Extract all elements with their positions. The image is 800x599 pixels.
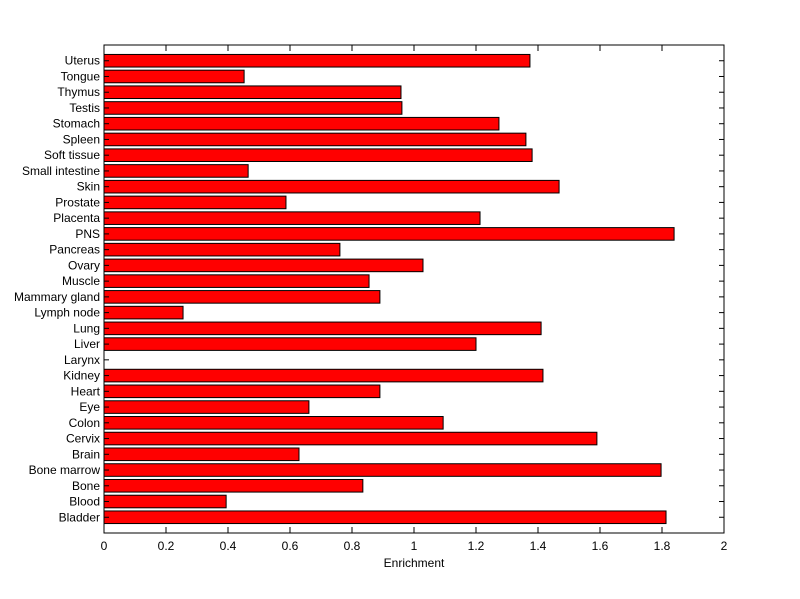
y-tick-label: Stomach: [53, 117, 100, 131]
bar-mammary-gland: [103, 290, 381, 304]
bar-lung: [103, 321, 542, 336]
y-tick-label: Uterus: [65, 54, 100, 68]
bar-brain: [103, 447, 300, 462]
bar-uterus: [103, 53, 531, 68]
y-tick-label: Soft tissue: [44, 148, 100, 162]
x-tick-label: 0.4: [220, 539, 237, 553]
bar-eye: [103, 400, 310, 414]
bar-stomach: [103, 116, 500, 131]
y-tick-label: Blood: [69, 495, 100, 509]
bar-thymus: [103, 85, 402, 100]
x-tick-label: 1.6: [592, 539, 609, 553]
x-tick-label: 1: [411, 539, 418, 553]
x-tick-label: 1.8: [654, 539, 671, 553]
y-tick-label: Small intestine: [22, 164, 100, 178]
y-tick-label: Kidney: [63, 369, 100, 383]
y-tick-label: Muscle: [62, 274, 100, 288]
y-tick-label: Ovary: [68, 258, 100, 272]
bar-prostate: [103, 195, 287, 210]
bar-ovary: [103, 258, 424, 273]
x-tick-label: 1.4: [530, 539, 547, 553]
bar-kidney: [103, 368, 544, 383]
bar-bone-marrow: [103, 463, 662, 477]
bar-cervix: [103, 431, 598, 446]
y-tick-label: Pancreas: [49, 243, 100, 257]
x-axis-label: Enrichment: [384, 556, 445, 570]
x-tick-label: 2: [721, 539, 728, 553]
y-tick-label: Liver: [74, 337, 100, 351]
y-tick-label: Lung: [73, 321, 100, 335]
y-tick-label: Spleen: [63, 132, 100, 146]
x-tick-label: 0.2: [158, 539, 175, 553]
plot-frame: [103, 44, 725, 534]
y-tick-label: PNS: [75, 227, 100, 241]
bar-bone: [103, 478, 364, 493]
y-tick-label: Placenta: [53, 211, 100, 225]
y-tick-label: Tongue: [61, 69, 101, 83]
bar-testis: [103, 101, 403, 115]
y-tick-label: Bladder: [59, 510, 100, 524]
x-tick-label: 0: [101, 539, 108, 553]
y-tick-label: Heart: [71, 384, 101, 398]
y-tick-label: Prostate: [55, 195, 100, 209]
y-tick-label: Thymus: [57, 85, 100, 99]
y-tick-label: Mammary gland: [14, 290, 100, 304]
bar-placenta: [103, 211, 481, 225]
y-tick-label: Brain: [72, 447, 100, 461]
bar-muscle: [103, 274, 370, 288]
y-tick-label: Skin: [77, 180, 100, 194]
bar-small-intestine: [103, 164, 249, 178]
bar-tongue: [103, 69, 245, 84]
y-tick-label: Colon: [69, 416, 100, 430]
y-tick-label: Cervix: [66, 432, 100, 446]
bar-bladder: [103, 510, 667, 525]
bar-colon: [103, 416, 444, 430]
y-tick-label: Testis: [69, 101, 100, 115]
y-tick-label: Eye: [79, 400, 100, 414]
bar-liver: [103, 337, 477, 351]
bar-pancreas: [103, 242, 341, 257]
x-tick-label: 1.2: [468, 539, 485, 553]
bar-heart: [103, 384, 381, 399]
y-tick-label: Larynx: [64, 353, 100, 367]
y-tick-label: Bone marrow: [29, 463, 101, 477]
bar-spleen: [103, 132, 527, 147]
x-tick-label: 0.6: [282, 539, 299, 553]
y-tick-label: Bone: [72, 479, 100, 493]
bar-skin: [103, 179, 560, 194]
x-tick-label: 0.8: [344, 539, 361, 553]
bar-lymph-node: [103, 305, 184, 320]
bar-blood: [103, 494, 227, 509]
y-tick-label: Lymph node: [34, 306, 100, 320]
bar-pns: [103, 227, 675, 241]
bar-soft-tissue: [103, 148, 533, 162]
